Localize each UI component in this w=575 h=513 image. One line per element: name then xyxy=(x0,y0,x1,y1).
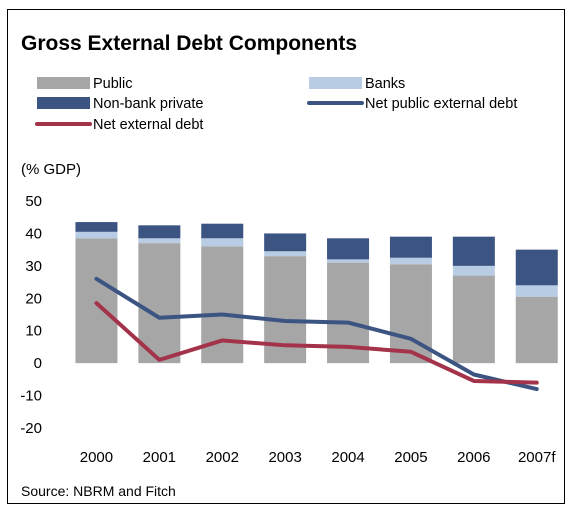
x-tick-label: 2006 xyxy=(457,449,490,466)
x-tick-label: 2000 xyxy=(80,449,113,466)
legend-label-net-public-external-debt: Net public external debt xyxy=(365,96,517,112)
x-tick-label: 2003 xyxy=(268,449,301,466)
bar-segment-non-bank-private xyxy=(201,223,244,239)
source-note: Source: NBRM and Fitch xyxy=(21,483,176,499)
bar-segment-public xyxy=(515,296,558,364)
x-tick-label: 2002 xyxy=(206,449,239,466)
chart-title: Gross External Debt Components xyxy=(21,32,357,55)
y-axis-ticks: 50 40 30 20 10 0 -10 -20 xyxy=(20,193,42,437)
y-tick-label: 10 xyxy=(25,323,42,340)
x-axis-ticks: 2000 2001 2002 2003 2004 2005 2006 2007f xyxy=(80,449,557,466)
legend-swatch-non-bank-private xyxy=(37,97,90,109)
y-unit-label: (% GDP) xyxy=(21,161,81,178)
legend-swatch-banks xyxy=(309,77,362,89)
x-tick-label: 2001 xyxy=(143,449,176,466)
bar-segment-non-bank-private xyxy=(264,233,307,252)
bar-segment-banks xyxy=(452,265,495,276)
legend-swatch-public xyxy=(37,77,90,89)
bar-segment-banks xyxy=(201,238,244,247)
x-tick-label: 2005 xyxy=(394,449,427,466)
bar-segment-non-bank-private xyxy=(138,225,181,239)
bars xyxy=(75,222,558,364)
bar-segment-banks xyxy=(389,257,432,265)
line-net-public-external-debt xyxy=(94,276,539,392)
bar-segment-public xyxy=(452,275,495,364)
x-tick-label: 2007f xyxy=(518,449,556,466)
bar-segment-banks xyxy=(75,231,118,239)
x-tick-label: 2004 xyxy=(331,449,364,466)
line-net-external-debt xyxy=(94,301,539,385)
bar-segment-non-bank-private xyxy=(452,236,495,266)
legend-label-public: Public xyxy=(93,76,133,92)
bar-segment-public xyxy=(75,238,118,364)
legend-label-net-external-debt: Net external debt xyxy=(93,117,203,133)
y-tick-label: 0 xyxy=(34,355,42,372)
bar-segment-banks xyxy=(264,251,307,257)
legend-label-non-bank-private: Non-bank private xyxy=(93,96,203,112)
y-tick-label: -20 xyxy=(20,420,42,437)
bar-segment-non-bank-private xyxy=(515,249,558,286)
y-tick-label: 40 xyxy=(25,225,42,242)
bar-segment-banks xyxy=(515,285,558,297)
bar-segment-banks xyxy=(138,238,181,244)
y-tick-label: -10 xyxy=(20,388,42,405)
y-tick-label: 50 xyxy=(25,193,42,210)
y-tick-label: 20 xyxy=(25,290,42,307)
bar-segment-non-bank-private xyxy=(327,238,370,260)
y-tick-label: 30 xyxy=(25,258,42,275)
bar-segment-non-bank-private xyxy=(389,236,432,258)
legend-label-banks: Banks xyxy=(365,76,405,92)
bar-segment-public xyxy=(138,243,181,364)
bar-segment-non-bank-private xyxy=(75,222,118,232)
lines xyxy=(94,276,539,392)
bar-segment-banks xyxy=(327,259,370,263)
legend: Public Banks Non-bank private Net public… xyxy=(35,76,517,133)
